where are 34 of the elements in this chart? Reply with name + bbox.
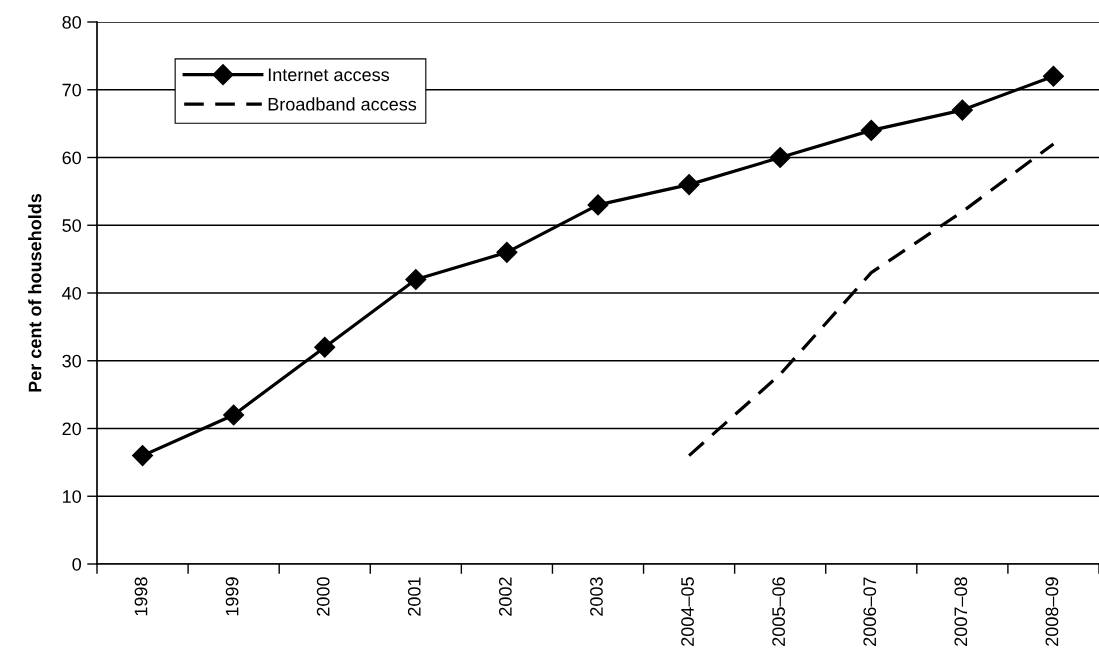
x-tick-label: 2005–06 (772, 577, 786, 646)
y-tick-label: 60 (62, 151, 82, 165)
point (1042, 65, 1064, 87)
y-tick-label: 20 (62, 422, 82, 436)
point (678, 174, 700, 196)
legend-label: Broadband access (268, 97, 417, 111)
x-tick-label: 2000 (316, 577, 330, 616)
point (587, 194, 609, 216)
point (860, 119, 882, 141)
y-tick-label: 70 (62, 83, 82, 97)
x-tick-label: 1999 (225, 577, 239, 616)
x-tick-label: 2007–08 (954, 577, 968, 646)
point (951, 99, 973, 121)
point (769, 146, 791, 169)
y-tick-label: 0 (72, 557, 82, 571)
point (314, 336, 336, 358)
y-tick-label: 40 (62, 286, 82, 300)
point (496, 241, 518, 263)
y-tick-label: 30 (62, 354, 82, 368)
y-axis-title: Per cent of households (28, 193, 42, 392)
y-tick-label: 10 (63, 490, 82, 503)
y-tick-label: 50 (62, 219, 82, 232)
x-tick-label: 2008–09 (1045, 577, 1059, 646)
point (223, 404, 245, 426)
x-tick-label: 2006–07 (863, 577, 877, 646)
legend-label: Internet access (268, 68, 390, 82)
x-tick-label: 1998 (134, 577, 148, 616)
point (405, 268, 427, 290)
x-tick-label: 2001 (407, 577, 421, 616)
x-tick-label: 2003 (590, 577, 603, 616)
x-tick-label: 2004–05 (681, 577, 694, 646)
x-tick-label: 2002 (498, 577, 512, 616)
point (132, 445, 154, 467)
y-tick-label: 80 (62, 15, 82, 29)
